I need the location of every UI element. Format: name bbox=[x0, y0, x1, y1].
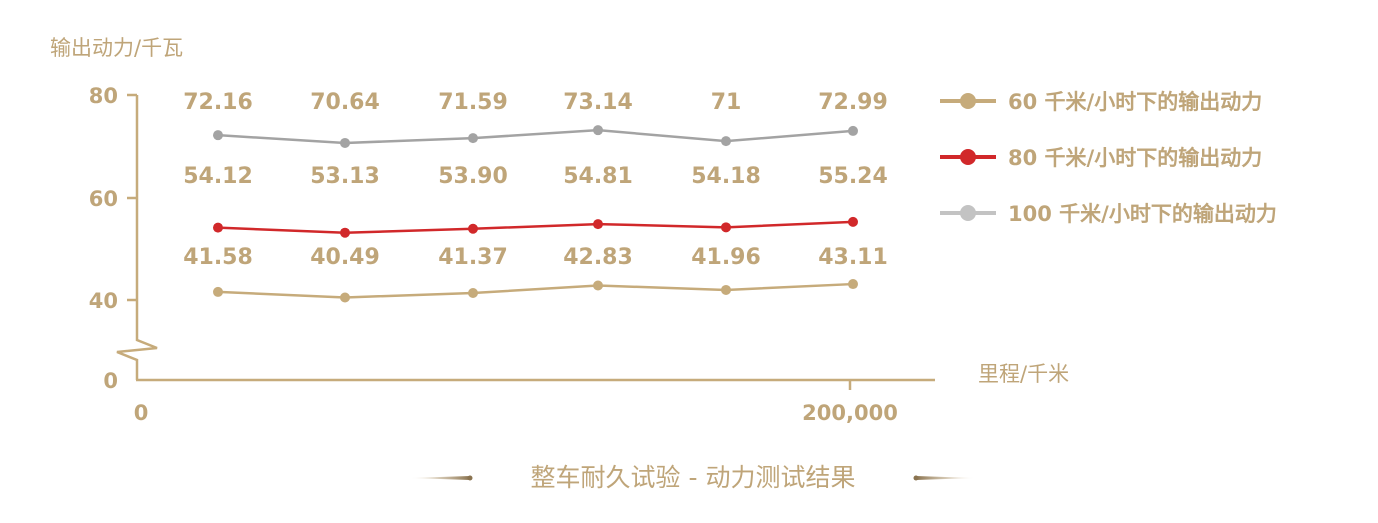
data-point-s1-3 bbox=[593, 219, 603, 230]
x-axis-title: 里程/千米 bbox=[978, 362, 1069, 386]
y-tick-label-60: 60 bbox=[89, 187, 118, 211]
data-label-s1-1: 53.13 bbox=[310, 164, 380, 189]
data-label-s1-5: 55.24 bbox=[818, 164, 888, 189]
data-point-s0-3 bbox=[593, 280, 603, 291]
y-axis bbox=[116, 93, 158, 380]
series-line-2 bbox=[217, 128, 854, 145]
data-point-s2-3 bbox=[593, 125, 603, 136]
data-point-s2-1 bbox=[340, 137, 350, 148]
data-point-s0-2 bbox=[468, 287, 478, 298]
y-tick-label-40: 40 bbox=[89, 289, 118, 313]
data-label-s1-4: 54.18 bbox=[691, 164, 761, 189]
data-label-s2-2: 71.59 bbox=[438, 90, 508, 115]
chart-title: 整车耐久试验 - 动力测试结果 bbox=[531, 463, 856, 492]
data-label-s2-1: 70.64 bbox=[310, 90, 380, 115]
data-point-s1-2 bbox=[468, 223, 478, 234]
data-point-s0-0 bbox=[213, 286, 223, 297]
data-label-s0-3: 42.83 bbox=[563, 245, 633, 270]
data-label-s0-5: 43.11 bbox=[818, 245, 888, 270]
data-label-s0-0: 41.58 bbox=[183, 245, 253, 270]
legend-swatch-marker-2 bbox=[960, 205, 976, 221]
x-axis bbox=[136, 378, 935, 390]
data-label-layer: 41.58 40.49 41.37 42.83 41.96 43.11 54.12 53.13… bbox=[183, 90, 888, 270]
data-point-s1-1 bbox=[340, 227, 350, 238]
title-decoration-left bbox=[410, 475, 473, 481]
series-line-0 bbox=[217, 282, 854, 299]
data-label-s0-1: 40.49 bbox=[310, 245, 380, 270]
legend-swatch-marker-1 bbox=[960, 149, 976, 165]
legend-swatch-marker-0 bbox=[960, 93, 976, 109]
y-tick-label-0: 0 bbox=[103, 369, 118, 393]
legend-label-0: 60 千米/小时下的输出动力 bbox=[1008, 90, 1262, 114]
legend-label-2: 100 千米/小时下的输出动力 bbox=[1008, 202, 1277, 226]
data-point-s0-1 bbox=[340, 292, 350, 303]
data-label-s0-2: 41.37 bbox=[438, 245, 508, 270]
data-label-s1-0: 54.12 bbox=[183, 164, 253, 189]
legend-label-1: 80 千米/小时下的输出动力 bbox=[1008, 146, 1262, 170]
x-tick-label-200000: 200,000 bbox=[802, 401, 898, 425]
data-label-s0-4: 41.96 bbox=[691, 245, 761, 270]
data-point-s1-4 bbox=[721, 222, 731, 233]
data-point-s0-5 bbox=[848, 279, 858, 290]
y-tick-label-80: 80 bbox=[89, 84, 118, 108]
series-line-1 bbox=[217, 220, 854, 234]
data-point-s2-5 bbox=[848, 125, 858, 136]
data-label-s2-3: 73.14 bbox=[563, 90, 633, 115]
data-label-s2-0: 72.16 bbox=[183, 90, 253, 115]
data-label-s1-3: 54.81 bbox=[563, 164, 633, 189]
data-label-s2-4: 71 bbox=[711, 90, 742, 115]
data-label-s1-2: 53.90 bbox=[438, 164, 508, 189]
data-point-s2-2 bbox=[468, 133, 478, 144]
data-point-s0-4 bbox=[721, 284, 731, 295]
data-point-s2-0 bbox=[213, 130, 223, 141]
data-point-s1-5 bbox=[848, 216, 858, 227]
y-axis-title: 输出动力/千瓦 bbox=[50, 36, 183, 60]
series-layer bbox=[213, 125, 858, 303]
title-decoration-right bbox=[913, 475, 975, 481]
x-tick-label-0: 0 bbox=[134, 401, 149, 425]
data-point-s2-4 bbox=[721, 136, 731, 147]
data-label-s2-5: 72.99 bbox=[818, 90, 888, 115]
legend: 60 千米/小时下的输出动力 80 千米/小时下的输出动力 100 千米/小时下的输… bbox=[940, 90, 1277, 226]
data-point-s1-0 bbox=[213, 222, 223, 233]
